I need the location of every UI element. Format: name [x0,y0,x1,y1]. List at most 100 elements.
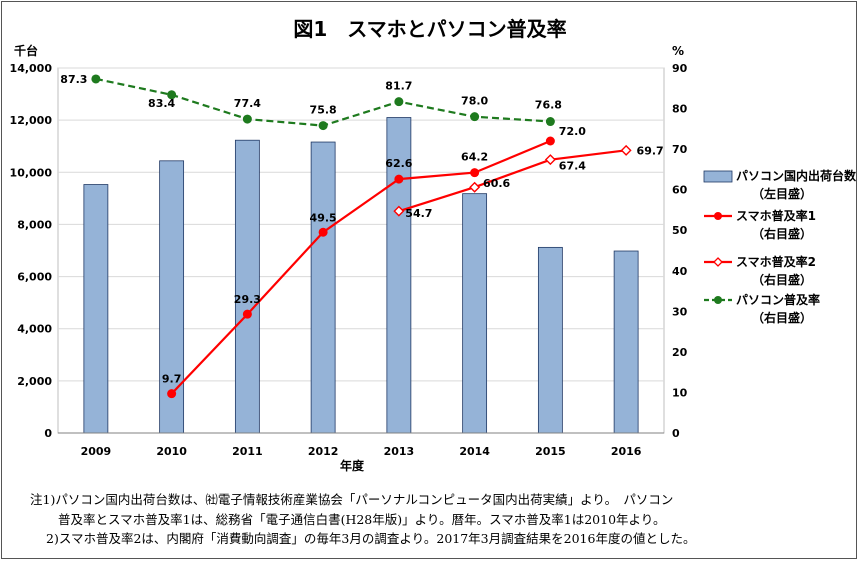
legend-label: パソコン普及率 [736,292,820,307]
data-label: 54.7 [405,207,432,220]
point [545,136,555,146]
data-label: 87.3 [60,73,87,86]
footnote-line: 普及率とスマホ普及率1は、総務省「電子通信白書(H28年版)」より。暦年。スマホ… [58,512,666,527]
legend-marker [714,212,722,220]
footnote-line: 2)スマホ普及率2は、内閣府「消費動向調査」の毎年3月の調査より。2017年3月… [46,531,695,546]
left-tick-label: 8,000 [17,218,52,231]
footnote-line: 注1)パソコン国内出荷台数は、㈳電子情報技術産業協会「パーソナルコンピュータ国内… [30,492,673,507]
bar [462,193,488,434]
gridlines [58,67,664,382]
bar [310,141,336,434]
legend-label: スマホ普及率1 [736,208,816,223]
data-label: 81.7 [385,80,412,93]
right-tick-label: 30 [672,305,688,318]
data-label: 62.6 [385,157,412,170]
series-line [170,139,551,395]
left-tick-label: 4,000 [17,323,52,336]
x-tick-label: 2012 [308,445,339,458]
legend-sub-label: （右目盛） [752,310,812,325]
right-axis-unit: % [672,44,684,58]
point [394,174,404,184]
bar [537,246,563,434]
point [318,121,328,131]
legend: パソコン国内出荷台数 （左目盛） スマホ普及率1 （右目盛） スマホ普及率2 （右目盛） パ… [703,168,857,325]
right-tick-label: 60 [672,184,688,197]
left-tick-label: 12,000 [10,114,53,127]
x-tick-label: 2016 [611,445,642,458]
right-tick-label: 20 [672,346,688,359]
data-label: 76.8 [535,99,562,112]
x-tick-label: 2011 [232,445,263,458]
bar-series [83,117,639,434]
bar [234,139,260,434]
right-tick-label: 0 [672,427,680,440]
x-tick-label: 2009 [81,445,112,458]
x-axis-label: 年度 [340,458,365,473]
right-tick-label: 40 [672,265,688,278]
right-axis-ticks: 0 10 20 30 40 50 60 70 80 90 [672,62,688,440]
data-label: 69.7 [637,144,664,157]
legend-label: パソコン国内出荷台数 [736,168,857,183]
data-label: 9.7 [162,373,182,386]
data-label: 64.2 [461,151,488,164]
legend-marker [714,296,722,304]
legend-sub-label: （右目盛） [752,272,812,287]
data-label: 77.4 [234,97,261,110]
point [91,74,101,84]
legend-marker [713,257,723,267]
point [544,154,556,166]
left-axis-ticks: 0 2,000 4,000 6,000 8,000 10,000 12,000 14,000 [10,62,53,440]
right-tick-label: 70 [672,143,688,156]
point [469,181,481,193]
series-line [398,149,627,213]
point [470,168,480,178]
bar [386,117,412,434]
left-tick-label: 10,000 [10,166,53,179]
legend-sub-label: （左目盛） [752,186,812,201]
right-tick-label: 50 [672,224,688,237]
chart-title: 図1 スマホとパソコン普及率 [293,17,566,41]
data-label: 72.0 [559,125,586,138]
x-tick-label: 2013 [384,445,415,458]
point [242,114,252,124]
data-label: 49.5 [310,211,337,224]
right-tick-label: 90 [672,62,688,75]
left-tick-label: 6,000 [17,271,52,284]
data-label: 60.6 [483,177,510,190]
point [167,90,177,100]
point [318,227,328,237]
point [242,309,252,319]
data-label: 78.0 [461,95,488,108]
data-label: 67.4 [559,160,586,173]
bar [83,184,109,434]
data-labels: 9.7 29.3 49.5 62.6 64.2 72.0 54.7 60.6 67.4 69.7 8… [60,73,663,386]
right-tick-label: 80 [672,103,688,116]
footnotes: 注1)パソコン国内出荷台数は、㈳電子情報技術産業協会「パーソナルコンピュータ国内… [30,492,695,546]
x-axis-ticks: 2009 2010 2011 2012 2013 2014 2015 2016 [58,432,664,458]
left-tick-label: 0 [44,427,52,440]
point [167,389,177,399]
point [393,205,405,217]
left-tick-label: 14,000 [10,62,53,75]
left-tick-label: 2,000 [17,375,52,388]
bar [613,250,639,434]
line-series [91,74,632,399]
point [620,144,632,156]
point [470,112,480,122]
point [545,117,555,127]
point [394,97,404,107]
x-tick-label: 2015 [535,445,566,458]
data-label: 75.8 [310,104,337,117]
legend-sub-label: （右目盛） [752,226,812,241]
right-tick-label: 10 [672,386,688,399]
legend-label: スマホ普及率2 [736,254,816,269]
x-tick-label: 2014 [459,445,490,458]
x-tick-label: 2010 [156,445,187,458]
data-label: 29.3 [234,293,261,306]
left-axis-unit: 千台 [14,43,38,58]
plot-area-border [57,67,665,434]
data-label: 83.4 [148,97,175,110]
legend-swatch [703,170,733,183]
